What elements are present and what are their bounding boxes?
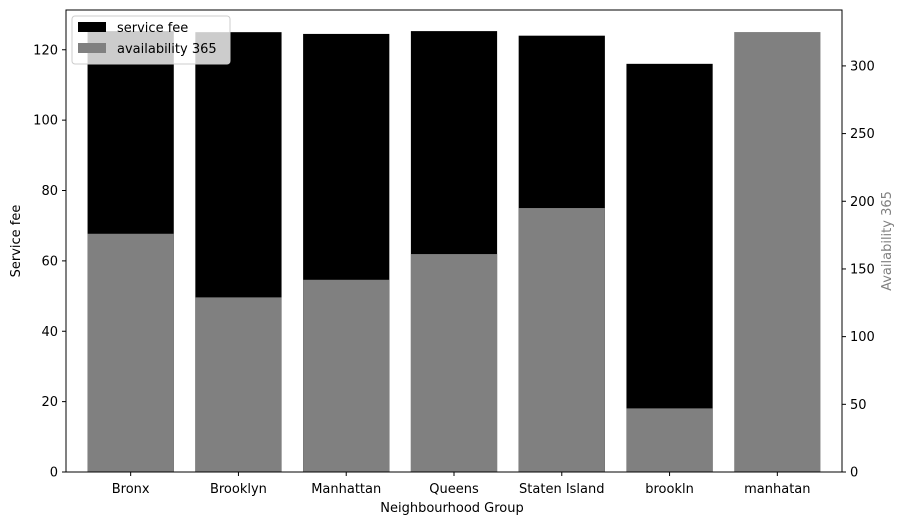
left-y-axis-label: Service fee <box>9 205 24 278</box>
right-y-tick-label: 150 <box>850 262 875 277</box>
availability-bar <box>87 233 174 472</box>
x-tick-label: Brooklyn <box>210 482 267 497</box>
legend-swatch-availability-365 <box>78 43 106 53</box>
right-y-tick-label: 100 <box>850 330 875 345</box>
left-y-tick-label: 40 <box>41 325 58 340</box>
availability-bar <box>518 208 605 472</box>
right-y-tick-label: 250 <box>850 127 875 142</box>
x-tick-label: Manhattan <box>311 482 381 497</box>
x-tick-label: manhatan <box>744 482 810 497</box>
legend-frame <box>71 15 231 65</box>
right-y-tick-label: 0 <box>850 466 858 481</box>
right-y-axis: 0 50 100 150 200 250 300 <box>842 59 875 481</box>
legend-label-availability-365: availability 365 <box>117 42 217 57</box>
availability-bar <box>410 254 498 472</box>
left-y-tick-label: 0 <box>50 466 58 481</box>
left-y-tick-label: 60 <box>41 254 58 269</box>
right-y-tick-label: 200 <box>850 195 875 210</box>
right-y-axis-label: Availability 365 <box>880 191 895 291</box>
right-y-tick-label: 50 <box>850 398 867 413</box>
left-y-tick-label: 120 <box>33 43 58 58</box>
availability-bar <box>626 408 713 472</box>
legend-swatch-service-fee <box>78 22 106 32</box>
x-axis: Bronx Brooklyn Manhattan Queens Staten Islan… <box>112 472 811 497</box>
service-fee-bar <box>626 63 713 473</box>
availability-bar <box>734 32 821 473</box>
left-y-tick-label: 80 <box>41 184 58 199</box>
x-tick-label: brookln <box>645 482 694 497</box>
availability-bar <box>303 279 390 472</box>
left-y-tick-label: 20 <box>41 395 58 410</box>
x-tick-label: Bronx <box>112 482 150 497</box>
left-y-tick-label: 100 <box>33 114 58 129</box>
x-tick-label: Staten Island <box>519 482 604 497</box>
service-fee-bars <box>87 31 713 473</box>
availability-bars <box>87 32 821 473</box>
x-axis-label: Neighbourhood Group <box>380 501 524 516</box>
availability-bar <box>195 297 282 472</box>
right-y-tick-label: 300 <box>850 59 875 74</box>
legend-label-service-fee: service fee <box>117 21 188 36</box>
left-y-axis: 0 20 40 60 80 100 120 <box>33 43 66 481</box>
legend: service fee availability 365 <box>71 15 231 65</box>
x-tick-label: Queens <box>429 482 479 497</box>
